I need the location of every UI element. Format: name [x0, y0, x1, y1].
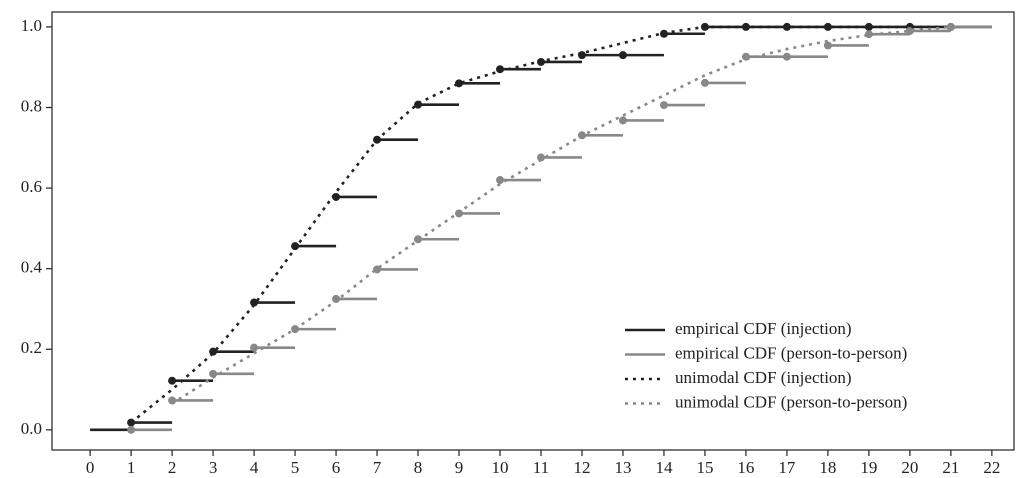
step-point	[946, 22, 955, 31]
x-tick-label: 2	[168, 458, 177, 477]
step-point	[577, 51, 586, 60]
x-tick-label: 13	[614, 458, 631, 477]
step-point	[905, 26, 914, 35]
x-tick-label: 6	[332, 458, 341, 477]
x-tick-label: 8	[414, 458, 423, 477]
step-point	[496, 65, 505, 74]
step-point	[250, 298, 259, 307]
x-tick-label: 19	[860, 458, 877, 477]
y-tick-label: 0.0	[21, 419, 42, 438]
x-tick-label: 20	[901, 458, 918, 477]
step-point	[823, 22, 832, 31]
x-tick-label: 18	[819, 458, 836, 477]
step-point	[618, 51, 627, 60]
step-point	[782, 52, 791, 61]
x-tick-label: 5	[291, 458, 300, 477]
x-tick-label: 12	[573, 458, 590, 477]
cdf-curve	[171, 25, 952, 405]
step-point	[618, 116, 627, 125]
step-point	[250, 343, 259, 352]
cdf-curve	[130, 25, 951, 424]
step-point	[332, 294, 341, 303]
y-tick-label: 0.6	[21, 177, 42, 196]
x-tick-label: 14	[655, 458, 673, 477]
x-tick-label: 21	[942, 458, 959, 477]
step-point	[536, 153, 545, 162]
x-tick-label: 0	[86, 458, 95, 477]
x-tick-label: 11	[533, 458, 549, 477]
legend-label: empirical CDF (person-to-person)	[675, 343, 907, 362]
step-point	[700, 78, 709, 87]
step-point	[823, 41, 832, 50]
y-tick-label: 1.0	[21, 16, 42, 35]
x-tick-label: 15	[696, 458, 713, 477]
y-tick-label: 0.2	[21, 338, 42, 357]
x-tick-label: 9	[455, 458, 464, 477]
step-point	[168, 376, 177, 385]
step-point	[127, 425, 136, 434]
step-point	[291, 325, 300, 334]
step-point	[291, 242, 300, 251]
step-point	[496, 176, 505, 185]
plot-frame	[51, 11, 1015, 451]
step-point	[864, 22, 873, 31]
legend-label: empirical CDF (injection)	[675, 319, 852, 338]
x-tick-label: 4	[250, 458, 259, 477]
legend-label: unimodal CDF (person-to-person)	[675, 392, 907, 411]
x-tick-label: 7	[373, 458, 382, 477]
y-tick-label: 0.4	[21, 258, 43, 277]
x-tick-label: 22	[983, 458, 1000, 477]
step-point	[659, 101, 668, 110]
x-tick-label: 10	[492, 458, 509, 477]
x-tick-label: 3	[209, 458, 218, 477]
x-tick-label: 16	[737, 458, 754, 477]
x-tick-label: 1	[127, 458, 136, 477]
x-tick-label: 17	[778, 458, 796, 477]
legend-label: unimodal CDF (injection)	[675, 368, 852, 387]
step-point	[782, 22, 791, 31]
y-tick-label: 0.8	[21, 96, 42, 115]
step-point	[209, 369, 218, 378]
